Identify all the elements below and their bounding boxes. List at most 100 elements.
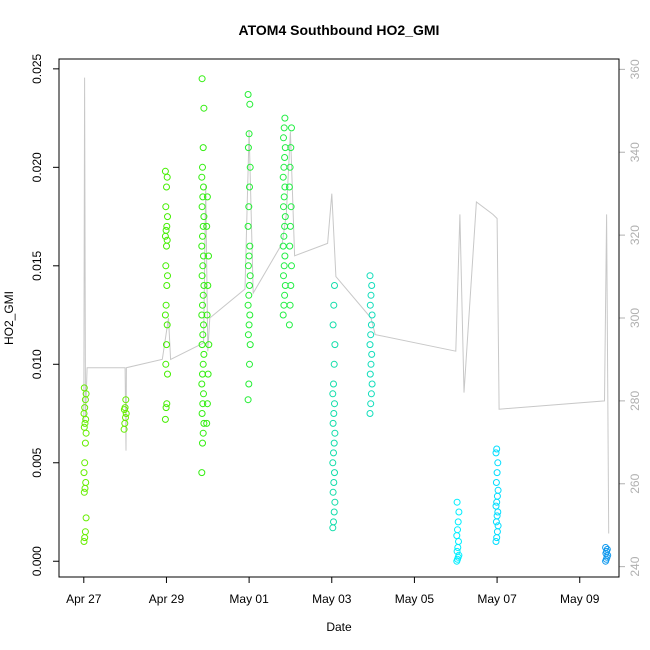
data-point <box>199 193 207 201</box>
data-point <box>492 449 500 457</box>
y2-tick-label: 300 <box>628 308 642 328</box>
data-point <box>80 423 88 431</box>
data-point <box>246 341 254 349</box>
data-point <box>245 380 253 388</box>
data-point <box>121 404 129 412</box>
data-point <box>164 370 171 378</box>
x-tick-label: Apr 29 <box>149 592 185 606</box>
data-point <box>281 183 289 191</box>
y-tick-label: 0.000 <box>30 546 44 576</box>
data-point <box>199 331 207 339</box>
data-point <box>329 488 337 496</box>
data-point <box>331 341 339 349</box>
data-point <box>368 350 376 358</box>
data-point <box>80 488 88 496</box>
x-tick-label: Apr 27 <box>66 592 102 606</box>
data-point <box>205 341 213 349</box>
data-point <box>281 213 289 221</box>
x-tick-label: May 01 <box>229 592 269 606</box>
data-point <box>204 370 212 378</box>
data-point <box>279 311 287 319</box>
data-point <box>199 301 206 309</box>
data-point <box>330 479 338 486</box>
data-point <box>246 272 254 280</box>
data-point <box>122 396 130 404</box>
data-point <box>453 547 461 555</box>
data-point <box>454 518 462 526</box>
data-point <box>281 154 289 161</box>
data-point <box>198 272 206 280</box>
y2-tick-label: 260 <box>628 473 642 493</box>
data-point <box>494 522 502 530</box>
data-point <box>82 514 90 522</box>
data-point <box>329 459 337 467</box>
data-point <box>199 144 207 152</box>
data-point <box>285 321 293 329</box>
data-point <box>286 163 294 171</box>
data-point <box>162 404 170 412</box>
data-point <box>200 183 207 191</box>
data-point <box>200 321 207 329</box>
data-point <box>244 222 252 230</box>
data-point <box>331 282 338 289</box>
data-point <box>367 390 375 398</box>
data-point <box>199 232 206 240</box>
data-point <box>198 203 206 211</box>
data-point <box>366 341 374 349</box>
data-point <box>330 439 338 447</box>
data-point <box>493 512 501 520</box>
x-tick-label: May 09 <box>560 592 600 606</box>
data-point <box>246 311 254 319</box>
data-point <box>494 486 502 494</box>
data-point <box>281 291 289 299</box>
y-tick-label: 0.020 <box>30 152 44 182</box>
data-point <box>199 163 206 171</box>
data-point <box>367 400 375 408</box>
data-point <box>199 360 207 368</box>
data-point <box>163 222 171 230</box>
data-point <box>244 262 252 270</box>
data-point <box>368 282 376 289</box>
data-point <box>80 469 88 477</box>
data-point <box>200 350 208 358</box>
data-point <box>199 262 207 270</box>
data-point <box>602 544 610 551</box>
data-point <box>288 124 295 132</box>
data-point <box>367 291 375 299</box>
data-point <box>366 272 374 280</box>
data-point <box>198 173 206 181</box>
data-point <box>288 262 295 270</box>
data-point <box>163 282 171 289</box>
y2-tick-label: 320 <box>628 225 642 245</box>
data-point <box>164 272 171 280</box>
x-tick-label: May 05 <box>395 592 435 606</box>
data-point <box>200 252 207 260</box>
data-point <box>245 252 253 260</box>
data-point <box>330 301 338 309</box>
data-point <box>162 360 170 368</box>
data-point <box>204 282 212 289</box>
data-point <box>287 144 295 152</box>
data-point <box>246 163 254 171</box>
data-point <box>80 384 88 392</box>
data-point <box>280 232 288 240</box>
data-point <box>329 419 337 427</box>
data-point <box>244 91 252 98</box>
data-point <box>163 236 171 244</box>
data-point <box>203 311 211 319</box>
data-point <box>200 282 208 289</box>
data-point <box>280 193 288 201</box>
data-point <box>162 301 170 309</box>
data-point <box>368 311 376 319</box>
data-point <box>244 301 252 309</box>
data-point <box>366 410 374 417</box>
data-point <box>203 400 211 408</box>
data-point <box>81 459 89 467</box>
data-point <box>246 100 254 108</box>
data-point <box>199 291 207 299</box>
data-point <box>245 321 253 329</box>
data-point <box>366 370 374 378</box>
data-point <box>199 222 207 230</box>
data-point <box>163 341 170 349</box>
